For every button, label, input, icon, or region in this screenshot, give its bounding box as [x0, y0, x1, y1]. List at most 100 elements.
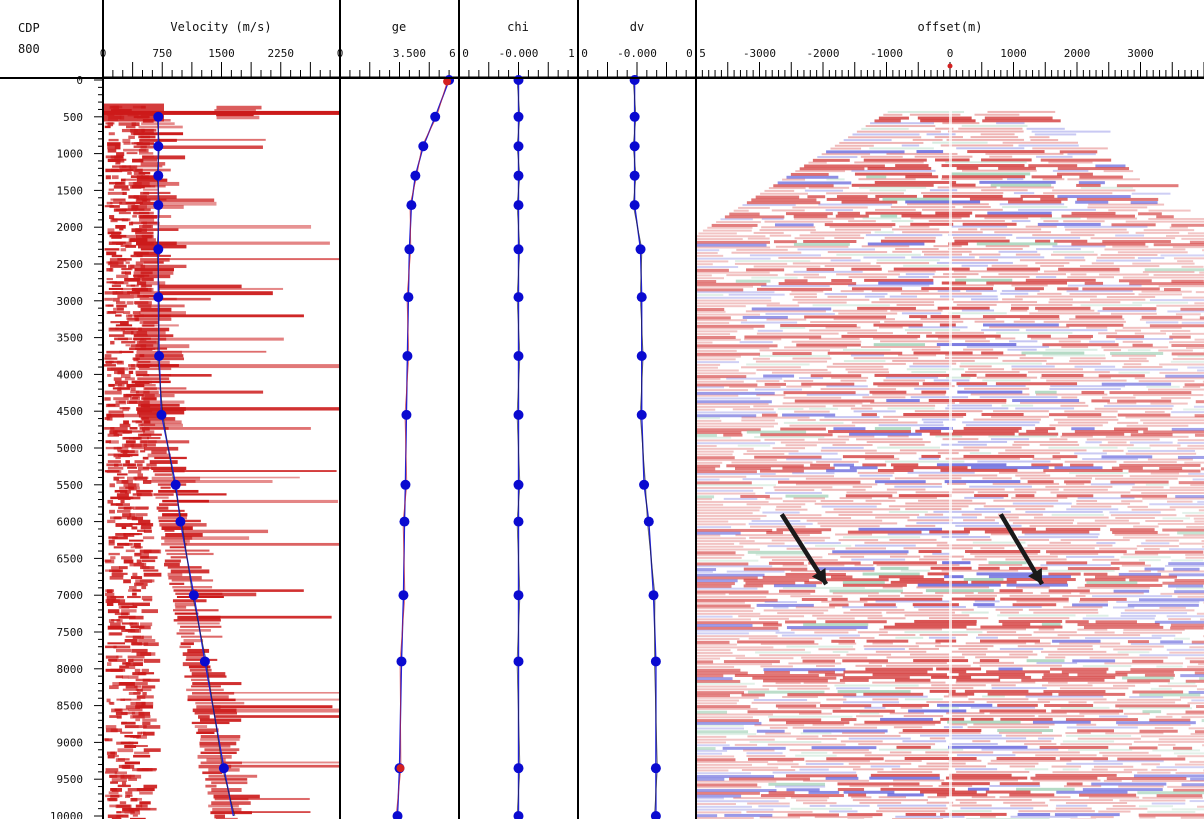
- gather-event: [1048, 589, 1090, 593]
- gather-event: [941, 782, 990, 786]
- semblance-blob: [135, 546, 142, 549]
- gather-event: [1129, 746, 1158, 750]
- semblance-blob: [136, 788, 155, 792]
- gather-event: [925, 751, 994, 754]
- semblance-streak: [172, 470, 337, 472]
- gather-event: [929, 432, 1015, 436]
- gather-event: [981, 275, 1030, 278]
- gather-event: [1088, 796, 1140, 799]
- gather-event: [943, 726, 963, 729]
- gather-event: [870, 122, 935, 125]
- gather-event: [849, 432, 922, 436]
- semblance-blob: [117, 748, 134, 753]
- semblance-blob: [133, 744, 148, 748]
- gather-event: [824, 293, 888, 296]
- gather-event: [763, 609, 829, 612]
- gather-event: [840, 555, 865, 558]
- gather-event: [1185, 679, 1204, 683]
- gather-event: [1133, 525, 1159, 528]
- gather-event: [696, 288, 744, 292]
- gather-event: [918, 550, 942, 554]
- semblance-blob: [138, 158, 158, 162]
- semblance-blob: [140, 162, 166, 166]
- gather-event: [878, 116, 909, 120]
- pick-point: [648, 590, 659, 601]
- gather-event: [903, 413, 967, 417]
- ge-panel-title: ge: [392, 20, 406, 34]
- gather-event: [696, 640, 730, 644]
- gather-event: [791, 340, 862, 343]
- semblance-blob: [140, 175, 157, 180]
- gather-event: [888, 510, 928, 513]
- velocity-semblance-image: [104, 103, 340, 819]
- gather-event: [799, 712, 832, 715]
- gather-event: [1064, 480, 1091, 484]
- gather-event: [936, 667, 982, 671]
- semblance-blob: [125, 705, 141, 710]
- gather-event: [986, 267, 1041, 271]
- gather-event: [1065, 620, 1089, 624]
- gather-event: [1120, 556, 1171, 559]
- pick-point: [513, 200, 524, 211]
- gather-event: [826, 469, 857, 473]
- gather-event: [832, 404, 856, 407]
- gather-event: [894, 622, 977, 626]
- gather-event: [1006, 583, 1069, 587]
- gather-event: [754, 436, 825, 439]
- semblance-blob: [136, 360, 170, 365]
- semblance-blob: [117, 496, 131, 500]
- gather-event: [785, 494, 829, 498]
- semblance-blob: [131, 711, 145, 715]
- gather-event: [1067, 284, 1142, 287]
- gather-event: [696, 305, 746, 308]
- depth-tick-label: 2000: [57, 221, 84, 234]
- gather-event: [1170, 360, 1204, 363]
- gather-event: [1045, 362, 1101, 365]
- gather-event: [978, 633, 1032, 636]
- gather-event: [876, 564, 960, 567]
- gather-event: [826, 178, 845, 181]
- gather-event: [874, 180, 957, 184]
- gather-event: [722, 746, 786, 750]
- semblance-blob: [136, 340, 160, 345]
- semblance-blob: [108, 138, 119, 142]
- gather-event: [696, 313, 761, 316]
- gather-event: [1060, 743, 1132, 746]
- gather-event: [696, 512, 753, 515]
- semblance-blob: [162, 513, 188, 517]
- semblance-blob: [122, 430, 132, 434]
- gather-event: [862, 396, 906, 399]
- gather-event: [878, 796, 906, 799]
- gather-event: [1144, 268, 1204, 272]
- gather-event: [696, 805, 752, 808]
- gather-event: [1035, 773, 1117, 777]
- gather-event: [963, 577, 1004, 581]
- gather-event: [1054, 813, 1120, 817]
- depth-tick-label: 6500: [57, 552, 84, 565]
- gather-event: [1021, 678, 1105, 682]
- gather-event: [842, 732, 885, 735]
- pick-point: [392, 811, 403, 819]
- zero-offset-marker: [947, 63, 953, 69]
- semblance-blob: [128, 195, 140, 199]
- gather-event: [910, 396, 969, 399]
- gather-event: [1111, 223, 1156, 227]
- semblance-blob: [194, 725, 208, 728]
- gather-event: [991, 264, 1028, 267]
- semblance-blob: [141, 234, 153, 238]
- semblance-blob: [169, 546, 187, 549]
- gather-event: [928, 398, 1007, 402]
- semblance-blob: [140, 450, 146, 453]
- gather-event: [890, 580, 968, 584]
- gather-event: [816, 665, 835, 668]
- gather-event: [1057, 167, 1130, 171]
- semblance-blob: [143, 658, 161, 663]
- semblance-blob: [125, 791, 133, 795]
- gather-event: [1160, 640, 1183, 644]
- gather-event: [1052, 169, 1089, 172]
- pick-point: [188, 590, 199, 601]
- semblance-blob: [133, 562, 147, 567]
- gather-event: [773, 184, 834, 188]
- gather-event: [898, 275, 930, 278]
- gather-event: [962, 653, 986, 656]
